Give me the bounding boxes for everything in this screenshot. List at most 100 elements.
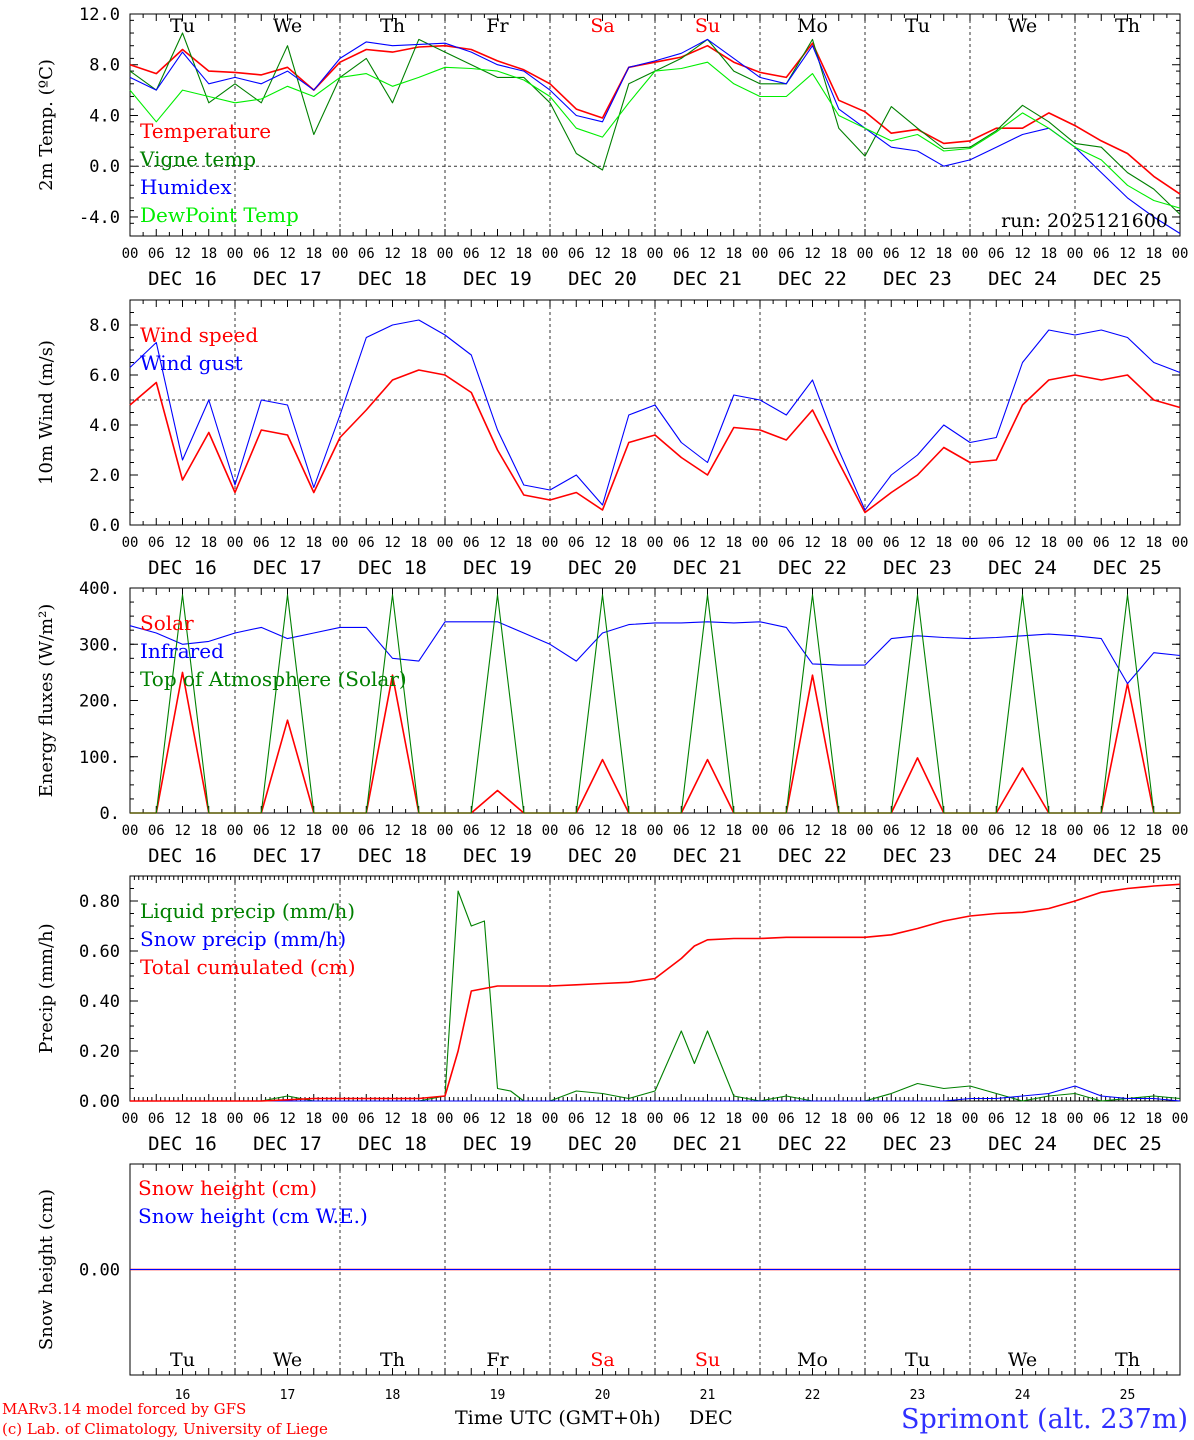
temp-hour-label: 18: [830, 246, 847, 262]
text-layer: 12.0 8.0 4.0 0.0 -4.0 2m Temp. (ºC) Temperatur…: [36, 5, 1188, 1403]
temp-hour-label: 06: [148, 246, 165, 262]
weekday-label-top: Sa: [590, 15, 614, 37]
wind-series-wind-gust: [129, 319, 1181, 511]
flux-hour-label: 12: [804, 823, 821, 839]
flux-legend-entry: Solar: [140, 611, 194, 635]
precip-hour-label: 00: [542, 1111, 559, 1127]
flux-hour-label: 12: [594, 823, 611, 839]
precip-hour-label: 18: [305, 1111, 322, 1127]
temp-date-label: DEC 16: [148, 268, 217, 290]
temp-series-temperature: [129, 42, 1181, 195]
weekday-label-bottom: Th: [380, 1349, 405, 1371]
temp-y-axis-label: 2m Temp. (ºC): [36, 59, 57, 191]
precip-hour-label: 00: [1067, 1111, 1084, 1127]
day-number-label: 23: [910, 1388, 926, 1403]
wind-date-label: DEC 23: [883, 557, 952, 579]
snow-legend-entry: Snow height (cm W.E.): [138, 1204, 368, 1228]
precip-hour-label: 12: [909, 1111, 926, 1127]
temp-hour-label: 06: [358, 246, 375, 262]
flux-hour-label: 00: [122, 823, 139, 839]
precip-y-tick-label: 0.40: [79, 992, 120, 1012]
temp-legend-entry: Humidex: [140, 175, 232, 199]
temp-y-tick-label: 12.0: [79, 5, 120, 25]
temp-hour-label: 12: [909, 246, 926, 262]
wind-hour-label: 06: [883, 535, 900, 551]
temp-hour-label: 18: [410, 246, 427, 262]
temp-hour-label: 18: [515, 246, 532, 262]
precip-hour-label: 18: [1145, 1111, 1162, 1127]
flux-hour-label: 00: [332, 823, 349, 839]
flux-date-label: DEC 19: [463, 845, 532, 867]
flux-hour-label: 18: [305, 823, 322, 839]
wind-hour-label: 18: [305, 535, 322, 551]
wind-hour-label: 18: [200, 535, 217, 551]
temp-hour-label: 18: [1040, 246, 1057, 262]
day-number-label: 25: [1120, 1388, 1136, 1403]
flux-legend-entry: Top of Atmosphere (Solar): [140, 667, 407, 691]
wind-hour-label: 18: [620, 535, 637, 551]
precip-hour-label: 18: [830, 1111, 847, 1127]
wind-date-label: DEC 24: [988, 557, 1057, 579]
station-title: Sprimont (alt. 237m): [901, 1404, 1188, 1435]
precip-hour-label: 12: [174, 1111, 191, 1127]
wind-hour-label: 06: [148, 535, 165, 551]
flux-date-label: DEC 24: [988, 845, 1057, 867]
precip-hour-label: 00: [227, 1111, 244, 1127]
weekday-label-top: Th: [1115, 15, 1140, 37]
footer-model-line: MARv3.14 model forced by GFS: [2, 1400, 246, 1418]
flux-hour-label: 18: [935, 823, 952, 839]
wind-hour-label: 06: [568, 535, 585, 551]
precip-hour-label: 12: [384, 1111, 401, 1127]
temp-hour-label: 12: [804, 246, 821, 262]
flux-hour-label: 12: [1119, 823, 1136, 839]
temp-hour-label: 12: [594, 246, 611, 262]
flux-y-tick-label: 400.: [79, 579, 120, 599]
temp-hour-label: 18: [1145, 246, 1162, 262]
flux-y-tick-label: 300.: [79, 635, 120, 655]
precip-hour-label: 06: [1093, 1111, 1110, 1127]
temp-legend-entry: DewPoint Temp: [140, 203, 299, 227]
precip-hour-label: 18: [620, 1111, 637, 1127]
flux-hour-label: 12: [279, 823, 296, 839]
wind-hour-label: 18: [935, 535, 952, 551]
temp-date-label: DEC 20: [568, 268, 637, 290]
wind-hour-label: 12: [804, 535, 821, 551]
day-number-label: 20: [595, 1388, 611, 1403]
temp-hour-label: 12: [699, 246, 716, 262]
precip-y-axis-label: Precip (mm/h): [36, 923, 57, 1053]
wind-date-label: DEC 22: [778, 557, 847, 579]
wind-hour-label: 00: [332, 535, 349, 551]
precip-hour-label: 00: [437, 1111, 454, 1127]
temp-hour-label: 06: [988, 246, 1005, 262]
flux-date-label: DEC 17: [253, 845, 322, 867]
temp-hour-label: 12: [174, 246, 191, 262]
wind-date-label: DEC 20: [568, 557, 637, 579]
series-layer: [129, 32, 1181, 1271]
precip-hour-label: 06: [673, 1111, 690, 1127]
flux-hour-label: 06: [358, 823, 375, 839]
wind-hour-label: 12: [594, 535, 611, 551]
temp-hour-label: 00: [752, 246, 769, 262]
flux-hour-label: 12: [384, 823, 401, 839]
wind-hour-label: 06: [778, 535, 795, 551]
wind-hour-label: 18: [725, 535, 742, 551]
flux-y-axis-label: Energy fluxes (W/m²): [36, 604, 57, 798]
day-number-label: 17: [280, 1388, 296, 1403]
temp-y-tick-label: 4.0: [89, 106, 120, 126]
flux-hour-label: 06: [148, 823, 165, 839]
wind-hour-label: 00: [857, 535, 874, 551]
wind-frame: [129, 299, 1181, 526]
wind-date-label: DEC 19: [463, 557, 532, 579]
wind-hour-label: 18: [515, 535, 532, 551]
temp-hour-label: 06: [253, 246, 270, 262]
weekday-label-top: Mo: [797, 15, 828, 37]
temp-hour-label: 00: [857, 246, 874, 262]
precip-date-label: DEC 24: [988, 1133, 1057, 1155]
wind-y-tick-label: 4.0: [89, 416, 120, 436]
precip-hour-label: 06: [568, 1111, 585, 1127]
precip-hour-label: 06: [988, 1111, 1005, 1127]
wind-hour-label: 12: [1014, 535, 1031, 551]
precip-hour-label: 06: [358, 1111, 375, 1127]
temp-date-label: DEC 25: [1093, 268, 1162, 290]
precip-hour-label: 18: [725, 1111, 742, 1127]
